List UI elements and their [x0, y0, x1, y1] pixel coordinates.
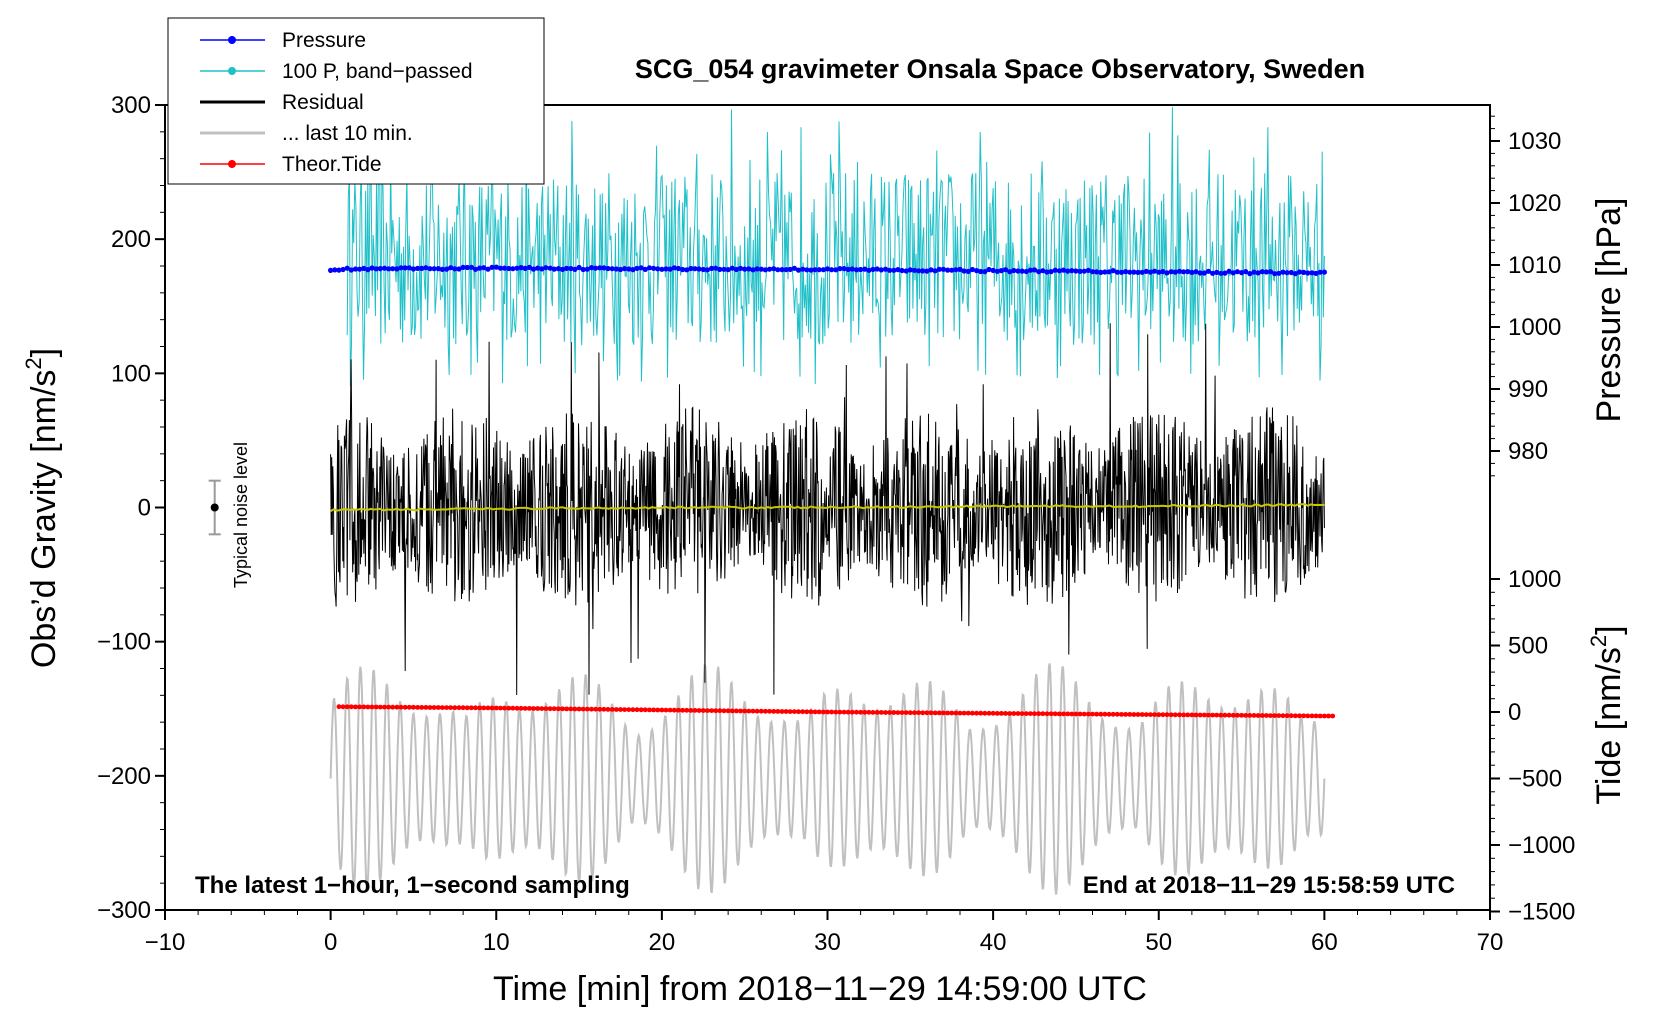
tide-axis-ticks: 1000 500 0 −500 −1000 −1500: [1490, 566, 1575, 926]
tide-tick-label: 500: [1508, 633, 1548, 660]
x-tick-label: −10: [145, 929, 186, 956]
residual-line: [330, 323, 1325, 696]
pressure-tick-label: 1010: [1508, 252, 1561, 279]
noise-dot: [210, 503, 219, 512]
legend-label: Residual: [282, 91, 364, 114]
y-left-tick-label: 100: [111, 360, 151, 387]
x-tick-label: 60: [1311, 929, 1338, 956]
x-tick-label: 10: [483, 929, 510, 956]
legend-swatch-dot: [228, 67, 236, 75]
x-tick-label: 0: [324, 929, 337, 956]
legend-label: Theor.Tide: [282, 153, 382, 176]
residual-smoothed-series: [330, 503, 1325, 512]
tide-tick-label: −1000: [1508, 832, 1575, 859]
tide-tick-label: −1500: [1508, 899, 1575, 926]
bandpassed-pressure-series: [346, 102, 1325, 387]
tide-line: [338, 705, 1333, 718]
last-10-min-series: [329, 663, 1326, 895]
pressure-axis-ticks: 1030 1020 1010 1000 990 980: [1490, 115, 1561, 477]
pressure-series: [328, 264, 1327, 277]
annotation-latest-hour: The latest 1−hour, 1−second sampling: [195, 872, 630, 899]
y-left-tick-label: 200: [111, 226, 151, 253]
annotation-end-time: End at 2018−11−29 15:58:59 UTC: [1083, 872, 1455, 899]
legend-item: 100 P, band−passed: [200, 60, 473, 83]
legend-item: Pressure: [200, 29, 366, 52]
legend-label: 100 P, band−passed: [282, 60, 473, 83]
y-left-tick-label: 300: [111, 92, 151, 119]
residual-smoothed-line: [330, 503, 1325, 512]
tide-tick-label: −500: [1508, 766, 1562, 793]
y-left-tick-label: 0: [138, 495, 151, 522]
noise-level-label: Typical noise level: [231, 442, 251, 588]
legend: Pressure 100 P, band−passed Residual ... la…: [167, 17, 545, 185]
pressure-tick-label: 1030: [1508, 128, 1561, 155]
legend-item: ... last 10 min.: [200, 122, 413, 145]
legend-label: ... last 10 min.: [282, 122, 413, 145]
y-left-tick-label: −300: [97, 897, 151, 924]
left-y-axis-sup: 2: [21, 357, 46, 369]
legend-swatch-dot: [228, 36, 236, 44]
pressure-line: [330, 266, 1325, 275]
chart-title: SCG_054 gravimeter Onsala Space Observat…: [635, 54, 1365, 84]
theoretical-tide-series: [336, 704, 1336, 719]
x-tick-label: 30: [814, 929, 841, 956]
x-tick-label: 40: [980, 929, 1007, 956]
x-axis-ticks: −10 0 10 20 30 40 50 60 70: [145, 910, 1504, 956]
pressure-tick-label: 1000: [1508, 314, 1561, 341]
x-tick-label: 20: [649, 929, 676, 956]
left-y-axis-title: Obs’d Gravity [nm/s2]: [21, 348, 63, 668]
tide-axis-sup: 2: [1586, 635, 1611, 647]
legend-label: Pressure: [282, 29, 366, 52]
y-left-tick-label: −200: [97, 763, 151, 790]
residual-series: [330, 323, 1325, 696]
noise-level-indicator: [208, 479, 221, 536]
bandpassed-line: [346, 102, 1325, 387]
pressure-tick-label: 1020: [1508, 190, 1561, 217]
x-tick-label: 70: [1477, 929, 1504, 956]
pressure-tick-label: 980: [1508, 438, 1548, 465]
tide-tick-label: 1000: [1508, 566, 1561, 593]
x-axis-title: Time [min] from 2018−11−29 14:59:00 UTC: [493, 970, 1147, 1008]
legend-swatch-dot: [228, 160, 236, 168]
x-tick-label: 50: [1145, 929, 1172, 956]
pressure-tick-label: 990: [1508, 376, 1548, 403]
legend-item: Residual: [200, 91, 364, 114]
tide-tick-label: 0: [1508, 699, 1521, 726]
pressure-axis-title: Pressure [hPa]: [1590, 198, 1628, 423]
last-10-min-line: [329, 663, 1326, 895]
y-left-tick-label: −100: [97, 629, 151, 656]
tide-axis-title: Tide [nm/s2]: [1586, 625, 1628, 804]
left-y-axis-ticks: 300 200 100 0 −100 −200 −300: [97, 92, 165, 924]
legend-item: Theor.Tide: [200, 153, 382, 176]
